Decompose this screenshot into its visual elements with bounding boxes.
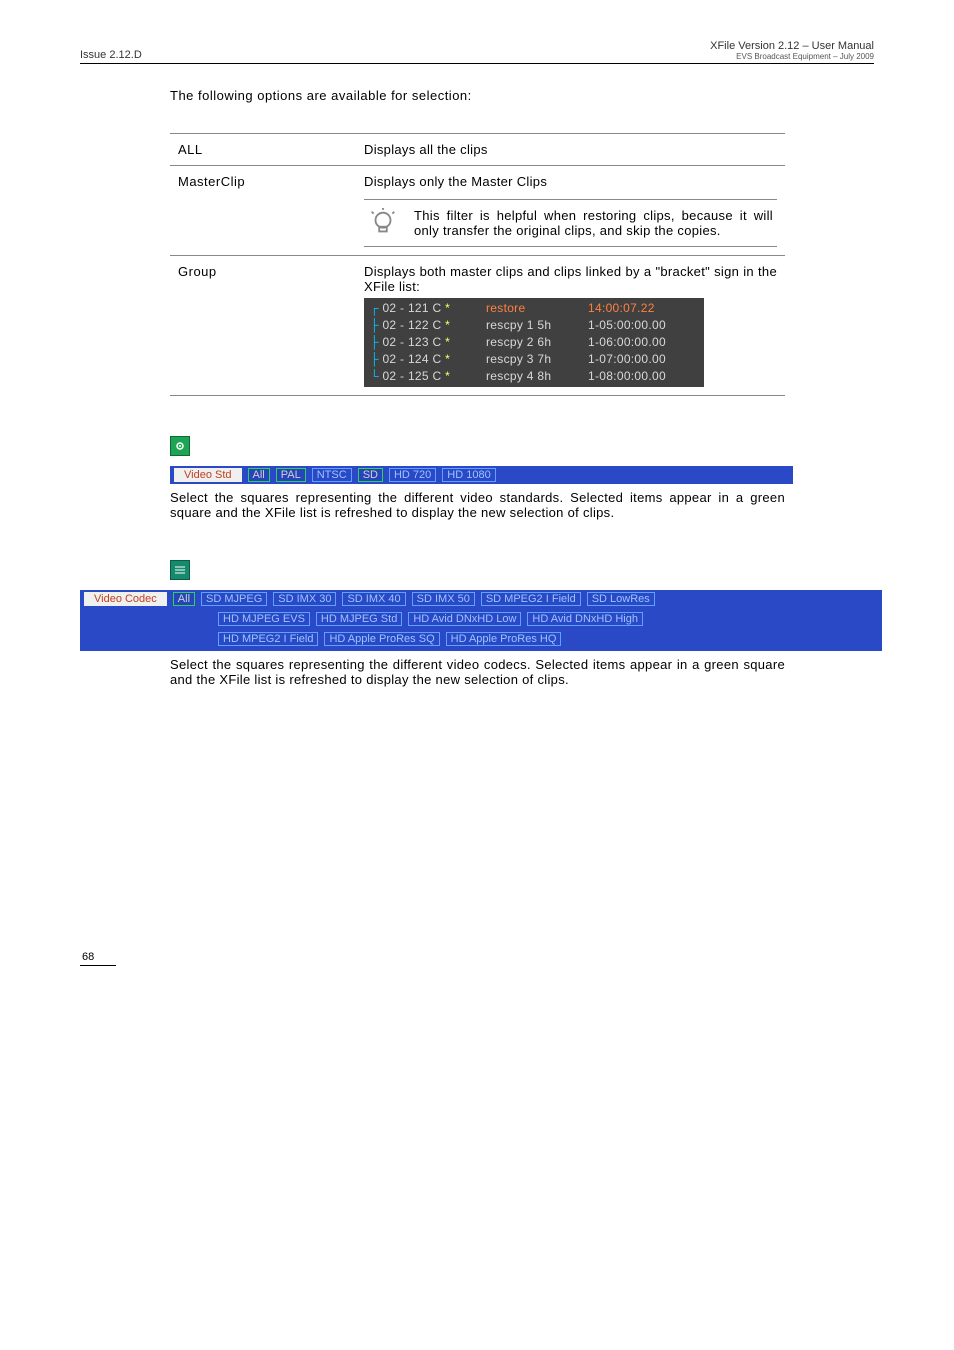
video-std-pill[interactable]: All — [248, 468, 270, 482]
video-codec-pill[interactable]: HD MJPEG EVS — [218, 612, 310, 626]
opt-all-label: ALL — [170, 134, 356, 166]
video-codec-pill[interactable]: SD IMX 50 — [412, 592, 475, 606]
video-std-icon — [170, 436, 190, 456]
video-std-pill[interactable]: HD 1080 — [442, 468, 495, 482]
video-codec-pill[interactable]: SD IMX 30 — [273, 592, 336, 606]
video-std-pill[interactable]: NTSC — [312, 468, 352, 482]
list-item: ├ 02 - 123 C *rescpy 2 6h1-06:00:00.00 — [370, 334, 698, 351]
video-codec-pill[interactable]: HD MPEG2 I Field — [218, 632, 318, 646]
opt-master-text: Displays only the Master Clips — [364, 174, 777, 189]
header-rule — [80, 63, 874, 64]
header-sub: EVS Broadcast Equipment – July 2009 — [710, 52, 874, 61]
video-codec-pill[interactable]: HD Avid DNxHD Low — [408, 612, 521, 626]
lightbulb-icon — [368, 208, 398, 238]
opt-master-label: MasterClip — [170, 166, 356, 256]
page-header: Issue 2.12.D XFile Version 2.12 – User M… — [80, 40, 874, 63]
video-std-text: Select the squares representing the diff… — [170, 490, 785, 520]
video-codec-pill[interactable]: SD MPEG2 I Field — [481, 592, 581, 606]
opt-group-label: Group — [170, 256, 356, 396]
video-std-pill[interactable]: HD 720 — [389, 468, 436, 482]
video-codec-pill[interactable]: All — [173, 592, 195, 606]
opt-all-text: Displays all the clips — [356, 134, 785, 166]
issue-label: Issue 2.12.D — [80, 49, 142, 61]
video-std-pill[interactable]: SD — [358, 468, 383, 482]
video-std-label: Video Std — [174, 468, 242, 482]
video-codec-pill[interactable]: SD MJPEG — [201, 592, 267, 606]
video-codec-pill[interactable]: HD Apple ProRes HQ — [446, 632, 562, 646]
intro-text: The following options are available for … — [170, 88, 874, 103]
video-codec-pill[interactable]: HD MJPEG Std — [316, 612, 402, 626]
video-codec-icon — [170, 560, 190, 580]
video-codec-bar: Video Codec All SD MJPEG SD IMX 30 SD IMX 4… — [80, 590, 882, 651]
video-codec-text: Select the squares representing the diff… — [170, 657, 785, 687]
product-label: XFile Version 2.12 – User Manual — [710, 40, 874, 52]
options-table: ALL Displays all the clips MasterClip Di… — [170, 133, 785, 396]
xfile-list: ┌ 02 - 121 C *restore14:00:07.22├ 02 - 1… — [364, 298, 704, 387]
list-item: ├ 02 - 124 C *rescpy 3 7h1-07:00:00.00 — [370, 351, 698, 368]
tip-box: This filter is helpful when restoring cl… — [364, 199, 777, 247]
video-std-bar: Video Std All PAL NTSC SD HD 720 HD 1080 — [170, 466, 793, 484]
video-codec-pill[interactable]: HD Apple ProRes SQ — [324, 632, 439, 646]
video-codec-pill[interactable]: SD IMX 40 — [342, 592, 405, 606]
list-item: ├ 02 - 122 C *rescpy 1 5h1-05:00:00.00 — [370, 317, 698, 334]
video-codec-label: Video Codec — [84, 592, 167, 606]
video-codec-pill[interactable]: SD LowRes — [587, 592, 655, 606]
tip-text: This filter is helpful when restoring cl… — [414, 208, 773, 238]
video-codec-pill[interactable]: HD Avid DNxHD High — [527, 612, 643, 626]
page-number: 68 — [80, 951, 116, 966]
video-std-pill[interactable]: PAL — [276, 468, 306, 482]
list-item: ┌ 02 - 121 C *restore14:00:07.22 — [370, 300, 698, 317]
list-item: └ 02 - 125 C *rescpy 4 8h1-08:00:00.00 — [370, 368, 698, 385]
opt-group-text: Displays both master clips and clips lin… — [364, 264, 777, 294]
